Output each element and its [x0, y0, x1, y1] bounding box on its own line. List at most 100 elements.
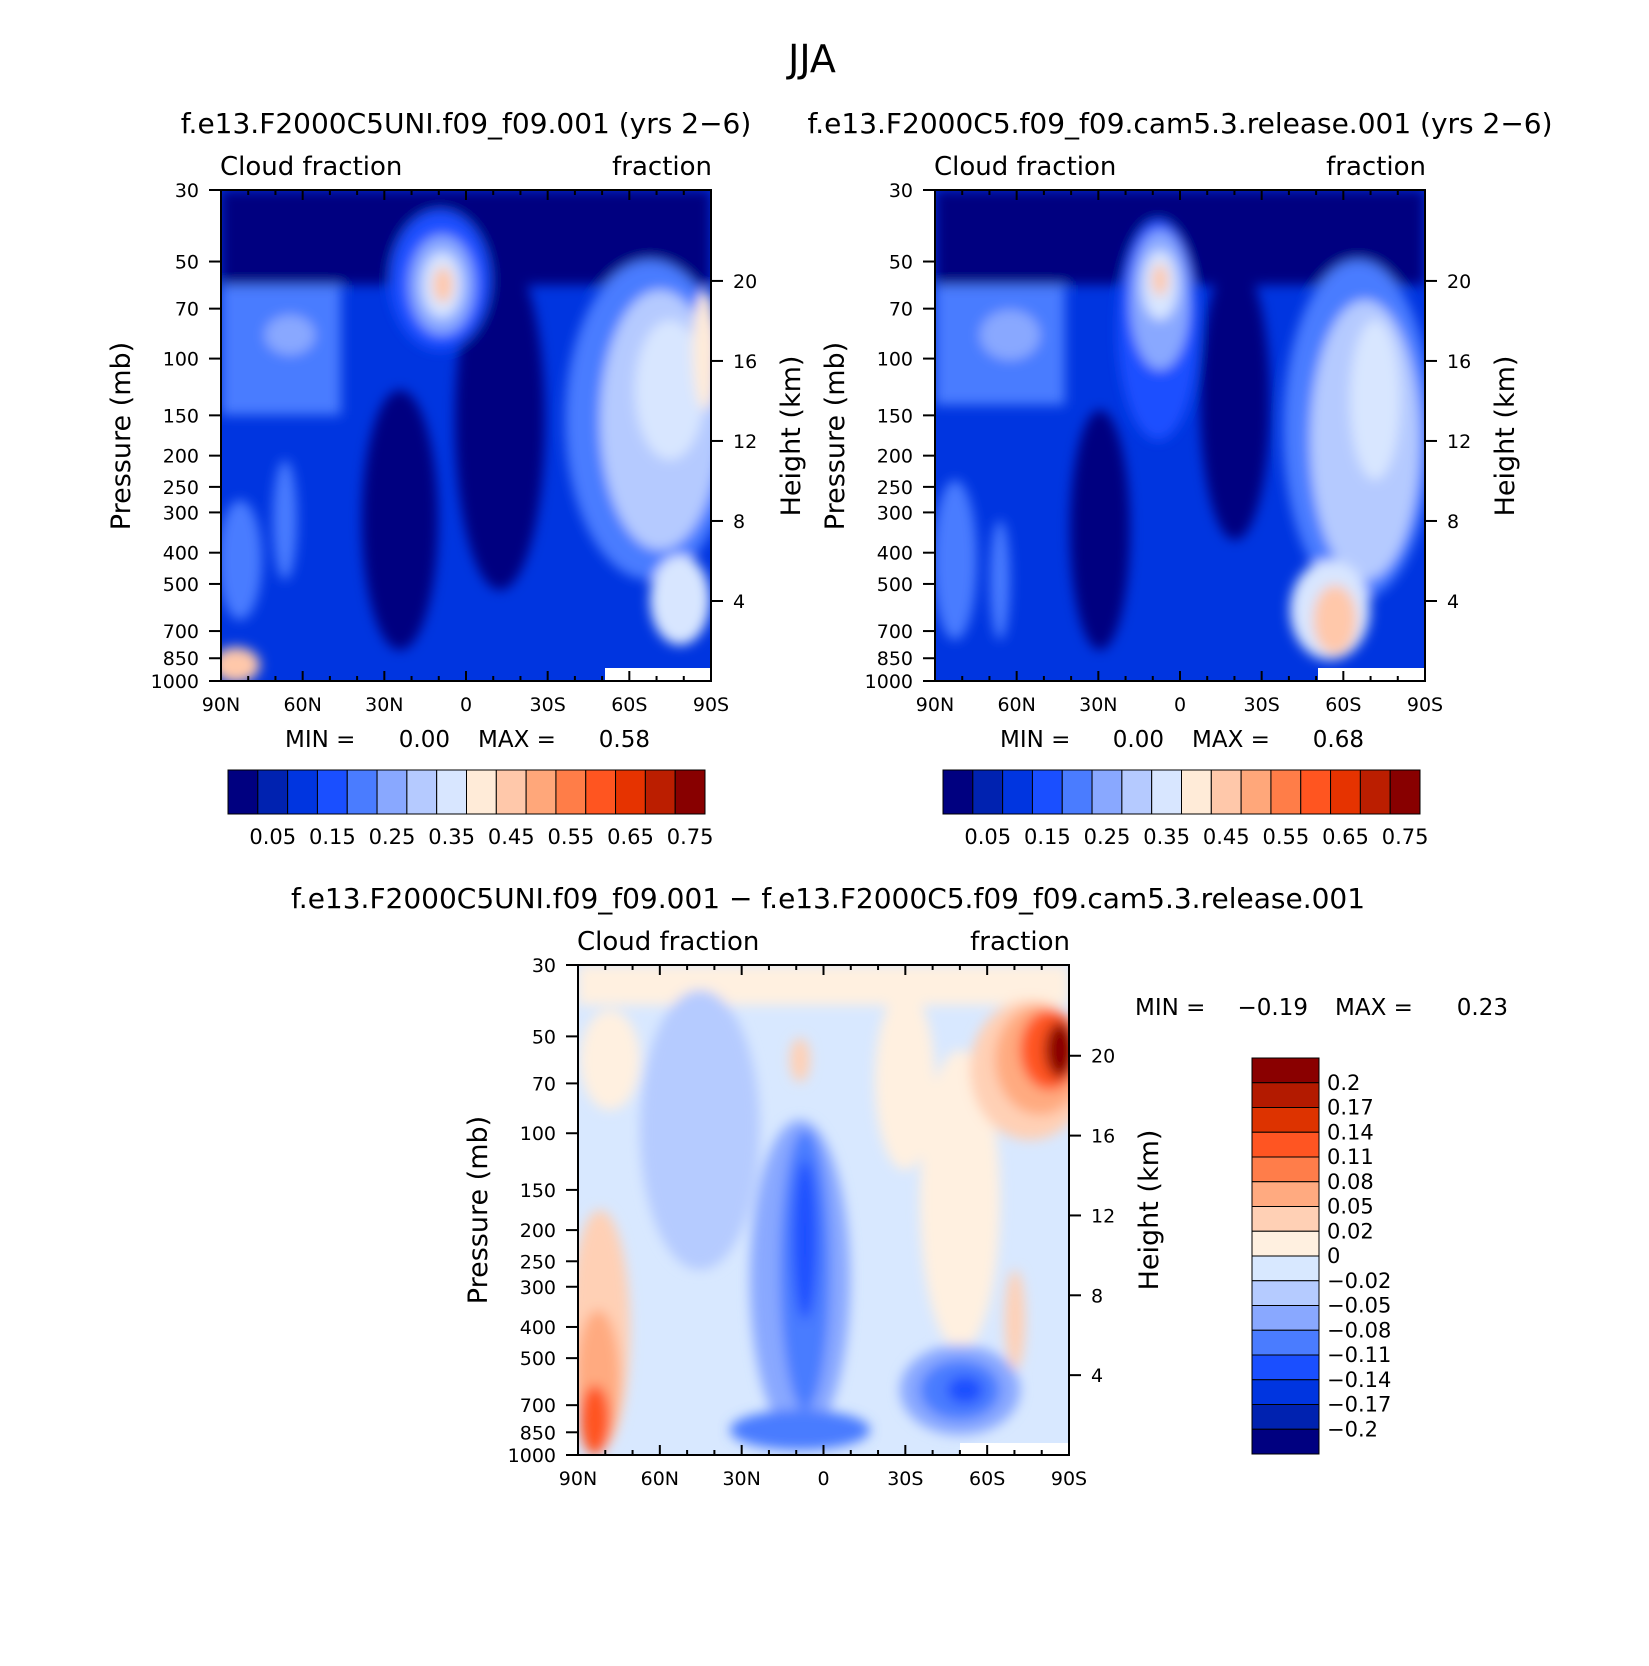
colorbar-swatch	[1389, 769, 1421, 815]
colorbar-label: 0.08	[1327, 1170, 1374, 1194]
y-tick-label: 250	[520, 1251, 556, 1273]
y-tick-label: 850	[520, 1422, 556, 1444]
colorbar-label: −0.14	[1327, 1368, 1391, 1392]
colorbar-label: 0.65	[607, 825, 654, 849]
colorbar-label: −0.08	[1327, 1318, 1391, 1342]
y-tick-label: 700	[520, 1395, 556, 1417]
y-tick-label: 70	[889, 299, 913, 321]
panel-2-axis-ticks: 90N 60N 30N 0 30S 60S 90S 30 50 70 100 150 200 250 300…	[865, 180, 1472, 716]
panel-3-max-label: MAX =	[1335, 995, 1413, 1021]
y-tick-label: 1000	[508, 1445, 556, 1467]
y-tick-label: 70	[532, 1073, 556, 1095]
y2-tick-label: 20	[1447, 271, 1471, 293]
colorbar-swatch	[1251, 1230, 1320, 1257]
y2-tick-label: 16	[1447, 351, 1471, 373]
y-tick-label: 850	[877, 648, 913, 670]
colorbar-label: 0.02	[1327, 1219, 1374, 1243]
colorbar-swatch	[1031, 769, 1063, 815]
colorbar-label: 0.75	[667, 825, 714, 849]
colorbar-label: −0.02	[1327, 1269, 1391, 1293]
colorbar-label: 0.75	[1382, 825, 1429, 849]
colorbar-label: 0.55	[547, 825, 594, 849]
y-tick-label: 1000	[865, 671, 913, 693]
colorbar-swatch	[1210, 769, 1242, 815]
y2-tick-label: 4	[733, 591, 745, 613]
y2-tick-label: 8	[733, 511, 745, 533]
colorbar-swatch	[1251, 1057, 1320, 1084]
y-tick-label: 850	[163, 648, 199, 670]
panel-3-colorbar: 0.20.170.140.110.080.050.020−0.02−0.05−0…	[1251, 1057, 1391, 1455]
y-tick-label: 400	[163, 543, 199, 565]
y-tick-label: 400	[877, 543, 913, 565]
x-tick-label: 90N	[916, 694, 954, 716]
y-tick-label: 1000	[151, 671, 199, 693]
panel-1: f.e13.F2000C5UNI.f09_f09.001 (yrs 2−6) C…	[106, 107, 807, 849]
x-tick-label: 0	[460, 694, 472, 716]
y-tick-label: 300	[163, 502, 199, 524]
y2-tick-label: 20	[1091, 1046, 1115, 1068]
colorbar-swatch	[1330, 769, 1361, 815]
colorbar-swatch	[1251, 1181, 1320, 1207]
colorbar-swatch	[1091, 769, 1123, 815]
panel-2-max-value: 0.68	[1313, 727, 1364, 753]
colorbar-label: 0.45	[488, 825, 535, 849]
panel-2-colorbar: 0.05 0.15 0.25 0.35 0.45 0.55 0.65 0.75	[942, 769, 1429, 849]
y-tick-label: 200	[877, 446, 913, 468]
y2-tick-label: 12	[733, 431, 757, 453]
y2-tick-label: 8	[1447, 511, 1459, 533]
colorbar-swatch	[1251, 1280, 1320, 1306]
panel-2-y2-axis-label: Height (km)	[1490, 356, 1521, 517]
panel-2-y-axis-label: Pressure (mb)	[820, 342, 851, 530]
panel-2-right-subtitle: fraction	[1326, 152, 1426, 182]
y2-tick-label: 16	[733, 351, 757, 373]
y-tick-label: 50	[175, 252, 199, 274]
x-tick-label: 60S	[969, 1468, 1005, 1490]
colorbar-swatch	[1061, 769, 1093, 815]
colorbar-swatch	[1251, 1379, 1320, 1405]
panel-3-contour-field	[578, 965, 1069, 1455]
panel-2-min-label: MIN =	[1000, 727, 1070, 753]
colorbar-swatch	[1251, 1107, 1320, 1133]
panel-3-title: f.e13.F2000C5UNI.f09_f09.001 − f.e13.F20…	[291, 882, 1365, 915]
colorbar-swatch	[1240, 769, 1272, 815]
y-tick-label: 300	[520, 1277, 556, 1299]
colorbar-label: 0.65	[1322, 825, 1369, 849]
colorbar-label: 0.35	[428, 825, 475, 849]
panel-3-min-label: MIN =	[1135, 995, 1205, 1021]
y-tick-label: 300	[877, 502, 913, 524]
colorbar-swatch	[1251, 1206, 1320, 1232]
colorbar-label: −0.2	[1327, 1417, 1378, 1441]
panel-1-max-label: MAX =	[478, 727, 556, 753]
colorbar-swatch	[436, 769, 467, 815]
colorbar-swatch	[1251, 1255, 1320, 1282]
colorbar-swatch	[227, 769, 259, 815]
colorbar-swatch	[1251, 1305, 1320, 1331]
colorbar-label: −0.05	[1327, 1294, 1391, 1318]
colorbar-swatch	[1251, 1082, 1320, 1108]
panel-3-right-subtitle: fraction	[970, 927, 1070, 957]
colorbar-label: 0.25	[1084, 825, 1131, 849]
y-tick-label: 700	[163, 621, 199, 643]
panel-1-left-subtitle: Cloud fraction	[220, 152, 402, 182]
colorbar-label: 0.14	[1327, 1120, 1374, 1144]
colorbar-swatch	[555, 769, 587, 815]
y-tick-label: 150	[520, 1180, 556, 1202]
colorbar-swatch	[674, 769, 706, 815]
colorbar-swatch	[1251, 1404, 1320, 1430]
colorbar-label: 0.15	[1024, 825, 1071, 849]
y-tick-label: 250	[877, 477, 913, 499]
panel-1-min-label: MIN =	[285, 727, 355, 753]
y2-tick-label: 12	[1091, 1205, 1115, 1227]
y-tick-label: 50	[889, 252, 913, 274]
y-tick-label: 70	[175, 299, 199, 321]
y2-tick-label: 8	[1091, 1285, 1103, 1307]
x-tick-label: 30N	[722, 1468, 760, 1490]
y-tick-label: 100	[163, 349, 199, 371]
x-tick-label: 60N	[997, 694, 1035, 716]
colorbar-swatch	[1251, 1156, 1320, 1183]
panel-1-min-value: 0.00	[399, 727, 450, 753]
panel-1-stats: MIN = 0.00 MAX = 0.58	[285, 727, 650, 753]
colorbar-label: 0.17	[1327, 1096, 1374, 1120]
panel-3-left-subtitle: Cloud fraction	[577, 927, 759, 957]
colorbar-label: 0.55	[1262, 825, 1309, 849]
